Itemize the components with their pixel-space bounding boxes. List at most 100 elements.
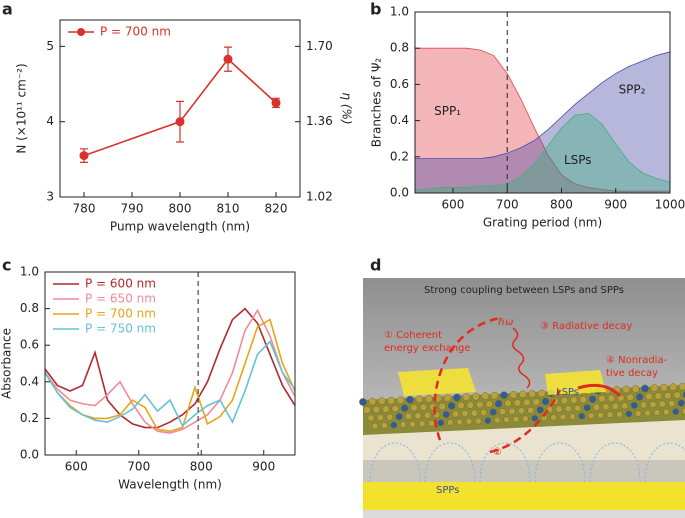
legend-label: P = 650 nm	[85, 292, 156, 306]
point	[79, 151, 89, 161]
x-tick-label: 800	[190, 460, 213, 474]
atom	[395, 413, 403, 421]
diagram: Strong coupling between LSPs and SPPs ① …	[359, 278, 685, 518]
atom	[476, 401, 484, 409]
atom	[513, 399, 522, 407]
atom	[453, 393, 461, 402]
y-tick-label: 5	[46, 39, 54, 53]
atom	[522, 415, 529, 422]
atom	[527, 406, 535, 414]
diagram-title: Strong coupling between LSPs and SPPs	[424, 285, 624, 296]
x-tick-label: 820	[265, 202, 288, 216]
atom	[377, 397, 386, 405]
y-label: N (×10¹¹ cm⁻²)	[15, 63, 29, 153]
atom	[503, 416, 510, 423]
x-tick-label: 780	[73, 202, 96, 216]
atom	[509, 390, 518, 399]
atom	[668, 400, 676, 407]
atom	[391, 405, 399, 413]
x-tick-label: 700	[496, 198, 519, 212]
atom	[550, 414, 557, 421]
atom	[438, 402, 446, 411]
atom	[574, 404, 582, 412]
atom	[523, 398, 531, 406]
atom	[490, 391, 499, 400]
panel-label: b	[370, 0, 381, 19]
atom	[359, 398, 367, 406]
atom	[489, 408, 497, 416]
atom	[616, 411, 623, 418]
y-tick-label: 1.0	[390, 5, 409, 19]
y-tick-label: 0.4	[20, 374, 39, 388]
point	[271, 98, 281, 108]
atom	[414, 412, 422, 420]
legend-label: P = 600 nm	[85, 277, 156, 291]
atom	[597, 412, 604, 419]
atom	[368, 397, 377, 406]
atom	[448, 402, 456, 410]
atom	[607, 394, 616, 402]
atom	[635, 410, 642, 417]
y-tick-label: 0.0	[20, 448, 39, 462]
atom	[400, 421, 407, 428]
panel-label: d	[370, 256, 381, 275]
y2-label: η (%)	[340, 92, 354, 124]
atom	[494, 416, 501, 424]
atom	[367, 414, 375, 422]
photon-label: ħω	[498, 317, 513, 328]
x-label: Grating period (nm)	[483, 216, 602, 230]
atom	[660, 383, 668, 392]
atom	[481, 392, 490, 400]
atom	[555, 405, 563, 413]
atom	[644, 409, 651, 417]
chart: 600 700 800 900 0.0 0.2 0.4 0.6 0.8 1.0 Wavelength…	[0, 265, 296, 492]
atom	[452, 410, 459, 418]
y2-tick-label: 1.36	[306, 114, 333, 128]
legend-label: P = 700 nm	[85, 307, 156, 321]
atom	[471, 392, 480, 401]
atom	[456, 418, 463, 426]
x-label: Pump wavelength (nm)	[110, 220, 250, 234]
legend-marker	[77, 28, 85, 36]
step-label: ④ Nonradia-	[606, 355, 668, 366]
x-tick-label: 1000	[655, 198, 685, 212]
annotation: SPP₂	[619, 82, 646, 96]
atom	[418, 420, 426, 427]
atom	[447, 419, 454, 426]
y-tick-label: 0.6	[20, 338, 39, 352]
atom	[372, 405, 381, 414]
atom	[470, 409, 478, 417]
atom	[612, 402, 619, 410]
atom	[654, 392, 663, 400]
atom	[622, 385, 631, 394]
atom	[536, 406, 544, 414]
metal-layer	[363, 482, 685, 510]
lsps-label: LSPs	[556, 387, 579, 398]
atom	[673, 391, 681, 399]
atom	[583, 404, 591, 412]
y-tick-label: 3	[46, 190, 54, 204]
y-tick-label: 0.2	[20, 411, 39, 425]
atom	[457, 401, 465, 410]
atom	[677, 399, 685, 407]
atom	[664, 392, 672, 400]
atom	[598, 395, 606, 403]
atom	[578, 412, 585, 420]
atom	[386, 413, 394, 421]
arrow-exchange	[433, 316, 501, 441]
y2-tick-label: 1.70	[306, 39, 333, 53]
legend-label: P = 750 nm	[85, 322, 156, 336]
annotation: LSPs	[564, 153, 592, 167]
y-tick-label: 0.8	[20, 301, 39, 315]
x-tick-label: 900	[252, 460, 275, 474]
y-tick-label: 0.0	[390, 186, 409, 200]
atom	[569, 413, 576, 420]
atom	[390, 421, 397, 429]
point	[223, 54, 233, 64]
atom	[363, 406, 371, 414]
chart: 780 790 800 810 820 3 4 5 1.02 1.36 1.70 η (%) Pump …	[15, 19, 354, 234]
y-label: Branches of Ψ₂	[370, 58, 384, 148]
atom	[559, 413, 567, 421]
atom	[475, 417, 482, 425]
